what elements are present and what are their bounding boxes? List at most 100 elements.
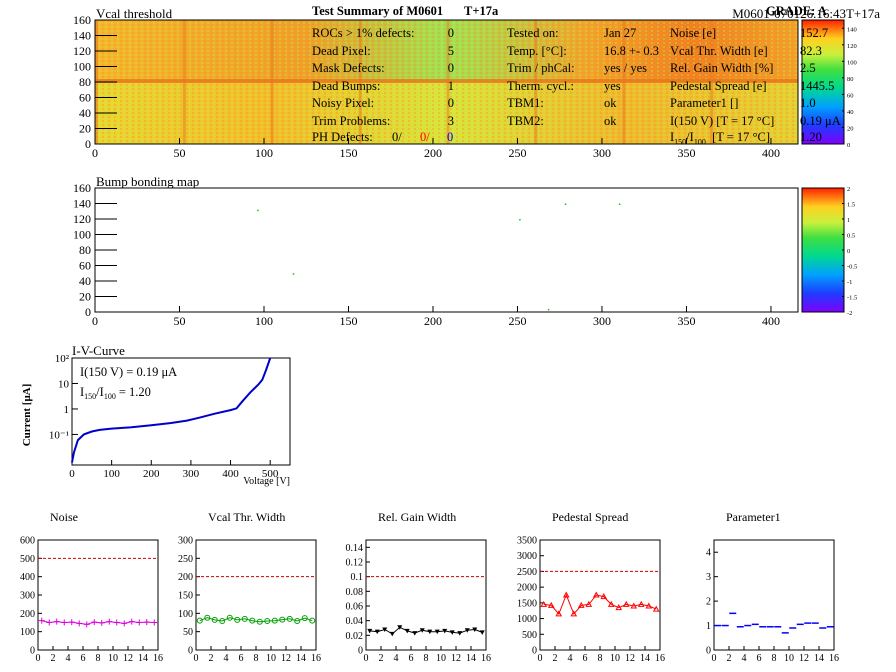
roc-plot-point [241, 615, 248, 622]
roc-plot-point [419, 628, 425, 633]
roc-plot-ytick-label: 1500 [517, 598, 537, 609]
vcal-xtick-label: 50 [173, 146, 185, 160]
roc-plot-title: Rel. Gain Width [378, 510, 456, 524]
roc-plot-point [61, 619, 68, 626]
roc-plot-point [53, 618, 60, 625]
roc-plot-point [374, 629, 380, 635]
vcal-module-id: M0601-070126.16:43T+17a [732, 6, 880, 21]
bump-ytick-label: 60 [79, 259, 91, 273]
roc-plot-series-line [199, 617, 313, 623]
roc-plot-frame [195, 539, 317, 651]
roc-plot-ytick-label: 0 [188, 646, 193, 657]
roc-plot-ytick-label: 200 [20, 609, 35, 620]
ph-defects-value-3: 0 [447, 130, 454, 144]
vcal-ytick-label: 20 [79, 122, 91, 136]
vcal-cbar-label: 40 [847, 109, 854, 116]
vcal-xtick-label: 200 [424, 146, 442, 160]
roc-plot-xtick-label: 14 [296, 653, 306, 664]
roc-plot-xtick-label: 2 [727, 653, 732, 664]
roc-plot-title: Noise [50, 510, 78, 524]
roc-plot-xtick-label: 2 [379, 653, 384, 664]
roc-plot-xtick-label: 16 [829, 653, 839, 664]
bump-ytick-label: 120 [73, 212, 91, 226]
vcal-roc-edge [446, 20, 450, 144]
roc-plot-xtick-label: 10 [610, 653, 620, 664]
roc-plot-xtick-label: 2 [553, 653, 558, 664]
vcal-cbar-label: 100 [847, 59, 857, 66]
roc-plot-title: Vcal Thr. Width [208, 510, 285, 524]
roc-plot-frame [539, 539, 661, 651]
roc-plot-ytick-label: 300 [178, 536, 193, 547]
roc-plot-point [547, 601, 555, 608]
ph-defects-label: PH Defects: [312, 130, 373, 144]
iv-xtick-label: 100 [103, 468, 120, 480]
roc-plot-point [91, 619, 98, 626]
iv-xlabel: Voltage [V] [243, 476, 290, 487]
roc-plot-ytick-label: 150 [178, 591, 193, 602]
iv-xtick-label: 500 [262, 468, 279, 480]
bump-xtick-label: 250 [508, 314, 526, 328]
roc-plot-xtick-label: 0 [36, 653, 41, 664]
vcal-roc-edge [710, 20, 714, 144]
roc-plot-point [204, 614, 211, 621]
roc-plot-point [211, 616, 218, 623]
iv-axes: 0 100 200 300 400 500 10⁻¹ 1 10 10² [49, 353, 279, 480]
roc-plot-xtick-label: 4 [394, 653, 399, 664]
roc-plot-point [592, 591, 600, 598]
roc-plot-xtick-label: 2 [209, 653, 214, 664]
bump-ytick-label: 160 [73, 181, 91, 195]
roc-plot-xtick-label: 6 [757, 653, 762, 664]
bump-cbar-label: -1.5 [847, 295, 857, 302]
vcal-xtick-label: 100 [255, 146, 273, 160]
roc-plot-point [38, 617, 45, 624]
vcal-roc-edge [270, 20, 274, 144]
roc-plot-xtick-label: 10 [266, 653, 276, 664]
bump-dead-pixel [564, 203, 567, 205]
defect-value: 3 [447, 113, 454, 128]
vcal-ytick-label: 120 [73, 44, 91, 58]
roc-plot-xtick-label: 8 [424, 653, 429, 664]
roc-plot-ytick-label: 100 [20, 627, 35, 638]
roc-plot-ytick-label: 4 [706, 548, 711, 559]
bump-cbar-label: 0 [847, 248, 850, 255]
roc-plot-point [457, 631, 463, 636]
roc-plot-point [472, 627, 478, 632]
roc-plot-ytick-label: 0.06 [346, 602, 364, 613]
vcal-cbar-label: 120 [847, 43, 857, 50]
roc-plot-ytick-label: 0.14 [346, 543, 364, 554]
result-value: 2.5 [800, 61, 816, 75]
roc-plot-xtick-label: 12 [799, 653, 809, 664]
roc-plot-series-line [543, 593, 657, 615]
roc-plot-ytick-label: 2500 [517, 567, 537, 578]
roc-plot-xtick-label: 12 [281, 653, 291, 664]
roc-plot-xtick-label: 8 [96, 653, 101, 664]
roc-plot-point [367, 628, 373, 634]
vcal-title: Vcal threshold [96, 6, 173, 21]
bump-title: Bump bonding map [96, 174, 199, 189]
roc-plot-ytick-label: 0.04 [346, 616, 364, 627]
summary-ratio-label: I150/I100 [T = 17 °C] [670, 130, 771, 147]
iv-curve-chart: I-V-Curve I(150 V) = 0.19 μA I150/I100 = … [21, 343, 291, 487]
roc-plot-point [264, 618, 271, 625]
condition-label: TBM2: [507, 113, 544, 128]
roc-plot-point [234, 616, 241, 623]
bump-dead-pixel [618, 203, 621, 205]
roc-plot-xtick-label: 14 [814, 653, 824, 664]
roc-plot-ytick-label: 0 [532, 646, 537, 657]
iv-curve-line [71, 357, 272, 463]
roc-plot-point [301, 615, 308, 622]
vcal-ytick-label: 60 [79, 91, 91, 105]
roc-plot-ytick-label: 1 [706, 621, 711, 632]
condition-label: Temp. [°C]: [507, 43, 567, 58]
condition-label: Trim / phCal: [507, 61, 575, 75]
roc-plot-point [555, 610, 563, 617]
bump-colorbar-ticks: -2 -1.5 -1 -0.5 0 0.5 1 1.5 2 [842, 186, 857, 317]
bump-points [257, 203, 621, 311]
result-value: 0.19 μA [800, 113, 841, 128]
roc-plot-xtick-label: 14 [466, 653, 476, 664]
iv-xtick-label: 0 [69, 468, 75, 480]
result-label: I(150 V) [T = 17 °C] [670, 113, 775, 128]
